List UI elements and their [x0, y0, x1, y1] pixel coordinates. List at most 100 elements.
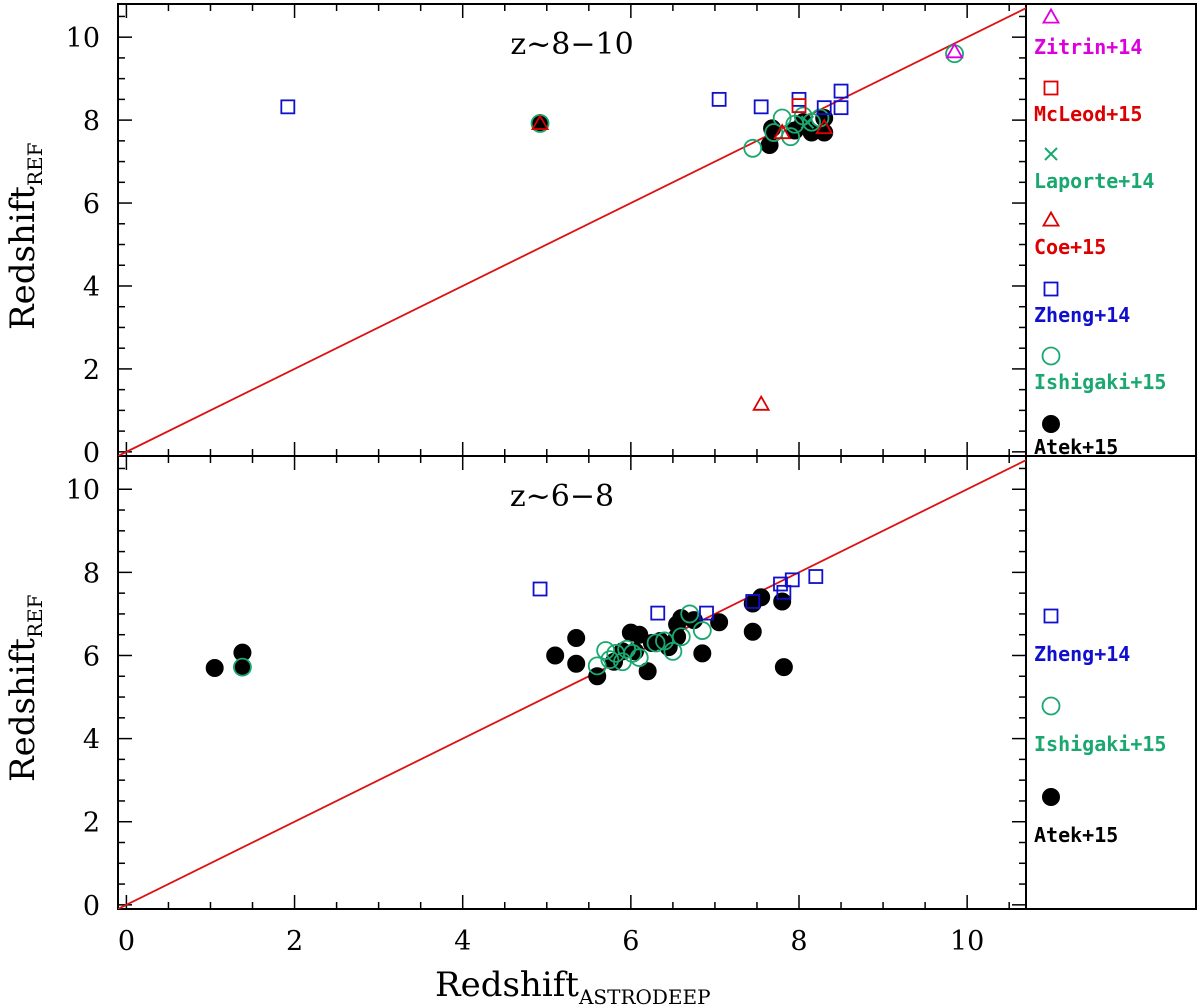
x-axis-title-main: Redshift	[435, 965, 579, 1005]
x-tick-label: 0	[118, 926, 135, 957]
y-tick-label: 6	[83, 189, 100, 220]
point-atek-15	[205, 658, 224, 677]
point-atek-15	[710, 613, 729, 632]
point-ishigaki-15	[781, 127, 800, 147]
point-ishigaki-15	[600, 650, 620, 670]
y-tick-label: 6	[83, 641, 100, 672]
point-ishigaki-15	[646, 633, 666, 653]
panel-title-top: z~8−10	[510, 27, 633, 62]
y-tick-label: 8	[83, 106, 100, 137]
point-zheng-14	[784, 572, 800, 588]
legend-label-zheng-14: Zheng+14	[1034, 303, 1130, 327]
legend-label-laporte-14: Laporte+14	[1034, 169, 1154, 193]
point-zheng-14	[699, 605, 714, 621]
y-tick-label: 10	[66, 475, 100, 506]
x-tick-label: 8	[790, 926, 807, 957]
point-atek-15	[567, 654, 586, 673]
point-zheng-14	[808, 569, 824, 584]
axis-ticks-top	[118, 4, 1026, 456]
point-ishigaki-15	[587, 656, 607, 676]
data-points-top	[280, 42, 964, 411]
point-atek-15	[774, 658, 793, 677]
point-atek-15	[588, 667, 607, 686]
point-zheng-14	[833, 83, 849, 99]
point-zheng-14	[650, 605, 666, 621]
legend-label-coe-15: Coe+15	[1034, 235, 1106, 259]
point-zheng-14	[773, 576, 788, 592]
point-zheng-14	[745, 594, 761, 609]
point-zheng-14	[816, 100, 832, 116]
point-ishigaki-15	[596, 641, 616, 660]
one-to-one-line	[118, 7, 1026, 456]
point-coe-15	[752, 394, 771, 411]
legend-label-ishigaki-15: Ishigaki+15	[1034, 732, 1166, 756]
point-coe-15	[815, 118, 834, 135]
legend-marker-mcleod-15	[1043, 80, 1059, 96]
legend-top: Zitrin+14 McLeod+15 Laporte+14 Coe+15 Zheng+…	[1034, 7, 1166, 459]
point-atek-15	[752, 588, 771, 607]
point-ishigaki-15	[743, 138, 763, 158]
point-zheng-14	[753, 99, 769, 115]
y-axis-title-top-sub: REF	[23, 142, 47, 186]
y-tick-label: 0	[83, 891, 100, 922]
point-laporte-14	[800, 115, 815, 129]
point-zheng-14	[776, 584, 792, 600]
point-coe-15	[773, 123, 792, 140]
point-coe-15	[531, 114, 550, 130]
x-axis-title-sub: ASTRODEEP	[578, 985, 711, 1008]
legend-label-mcleod-15: McLeod+15	[1034, 102, 1142, 126]
legend-label-atek-15: Atek+15	[1034, 823, 1118, 847]
legend-marker-ishigaki-15	[1041, 346, 1061, 366]
point-mcleod-15	[791, 98, 807, 113]
point-ishigaki-15	[663, 641, 683, 661]
legend-label-zitrin-14: Zitrin+14	[1034, 35, 1142, 59]
point-zheng-14	[833, 100, 849, 116]
point-zheng-14	[280, 99, 296, 115]
point-atek-15	[567, 629, 586, 648]
legend-bottom: Zheng+14 Ishigaki+15 Atek+15	[1034, 608, 1166, 847]
legend-marker-ishigaki-15	[1041, 696, 1061, 716]
legend-label-zheng-14: Zheng+14	[1034, 642, 1130, 666]
legend-frame-bottom	[1025, 455, 1197, 910]
point-atek-15	[546, 646, 565, 665]
panel-title-bottom: z~6−8	[510, 479, 614, 514]
point-atek-15	[693, 644, 712, 663]
y-tick-label: 10	[66, 23, 100, 54]
y-axis-title-bottom-sub: REF	[23, 594, 47, 638]
point-ishigaki-15	[671, 627, 691, 647]
legend-marker-laporte-14	[1044, 147, 1058, 161]
point-ishigaki-15	[233, 657, 252, 677]
y-axis-title-top-main: Redshift	[3, 186, 43, 330]
x-tick-label: 4	[454, 926, 471, 957]
point-ishigaki-15	[802, 112, 822, 132]
reference-line-top	[118, 7, 1026, 456]
y-axis-title-bottom-main: Redshift	[3, 638, 43, 782]
point-zheng-14	[532, 581, 548, 597]
data-points-bottom	[205, 569, 824, 686]
point-ishigaki-15	[680, 604, 700, 624]
x-tick-label: 10	[950, 926, 984, 957]
legend-marker-zheng-14	[1043, 281, 1059, 297]
x-tick-label: 2	[286, 926, 303, 957]
y-tick-label: 2	[83, 808, 100, 839]
y-tick-label: 4	[83, 725, 100, 756]
x-tick-label: 6	[622, 926, 639, 957]
legend-marker-atek-15	[1042, 788, 1060, 806]
y-tick-label: 8	[83, 558, 100, 589]
y-axis-title-top: RedshiftREF	[3, 142, 47, 330]
point-zitrin-14	[945, 42, 964, 59]
y-tick-label: 0	[83, 438, 100, 469]
legend-label-atek-15: Atek+15	[1034, 435, 1118, 459]
point-atek-15	[773, 592, 792, 611]
legend-marker-zitrin-14	[1041, 7, 1061, 24]
legend-marker-coe-15	[1041, 210, 1061, 227]
x-axis-title: RedshiftASTRODEEP	[435, 965, 711, 1008]
legend-label-ishigaki-15: Ishigaki+15	[1034, 370, 1166, 394]
point-atek-15	[630, 625, 649, 644]
point-ishigaki-15	[692, 621, 712, 640]
point-zheng-14	[711, 91, 727, 107]
tick-labels: 0 2 4 6 8 10 0 2 4 6 8 10 0 2 4 6 8 10	[66, 23, 985, 957]
point-ishigaki-15	[629, 648, 649, 667]
legend-marker-atek-15	[1042, 415, 1060, 433]
